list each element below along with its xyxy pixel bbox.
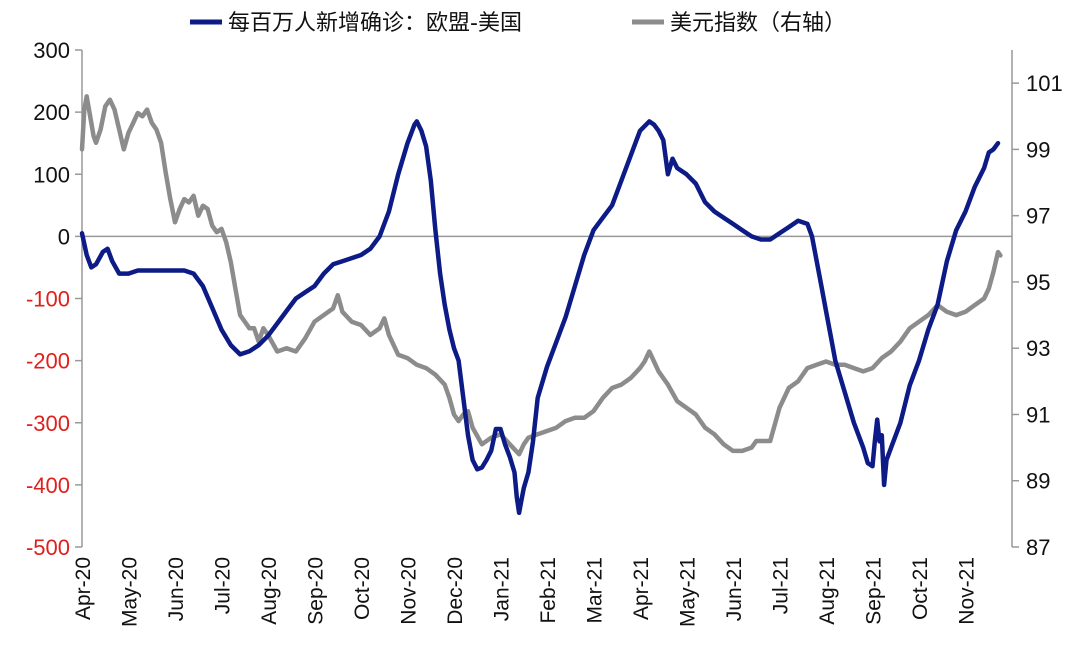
series-lines (79, 94, 1003, 516)
right-y-tick-label: 101 (1026, 71, 1063, 96)
legend-label-eu-us-cases: 每百万人新增确诊：欧盟-美国 (228, 11, 522, 36)
right-y-tick-label: 91 (1026, 402, 1050, 427)
series-line-eu-us-cases (79, 119, 1001, 516)
left-y-tick-label: 100 (33, 162, 70, 187)
left-y-tick-label: -100 (26, 287, 70, 312)
left-y-tick-label: -400 (26, 473, 70, 498)
x-axis-labels: Apr-20 May-20 Jun-20 Jul-20 Aug-20 Sep-20 Oct-… (72, 557, 979, 627)
x-tick-label: Aug-21 (816, 557, 839, 625)
right-y-tick-label: 87 (1026, 535, 1050, 560)
x-tick-label: Jun-21 (723, 557, 746, 621)
left-y-axis-labels: 300 200 100 0 -100 -200 -300 -400 -500 (26, 38, 70, 560)
x-tick-label: Mar-21 (584, 557, 607, 624)
x-tick-label: May-20 (119, 557, 142, 627)
x-tick-label: Dec-20 (444, 557, 467, 625)
left-y-tick-label: 0 (58, 224, 70, 249)
x-tick-label: Apr-21 (630, 557, 653, 620)
axes (75, 49, 1019, 548)
x-tick-label: Jul-20 (212, 557, 235, 614)
x-tick-label: Sep-20 (305, 557, 328, 625)
x-tick-label: Aug-20 (258, 557, 281, 625)
left-y-tick-label: -500 (26, 535, 70, 560)
x-tick-label: Jun-20 (165, 557, 188, 621)
x-tick-label: Apr-20 (72, 557, 95, 620)
x-tick-label: Nov-20 (398, 557, 421, 625)
legend-label-dollar-index: 美元指数（右轴） (670, 11, 846, 36)
x-tick-label: Oct-21 (909, 557, 932, 620)
right-y-tick-label: 93 (1026, 336, 1050, 361)
x-tick-label: Sep-21 (863, 557, 886, 625)
x-tick-label: Jan-21 (491, 557, 514, 621)
right-y-tick-label: 97 (1026, 204, 1050, 229)
left-y-tick-label: -300 (26, 411, 70, 436)
left-y-tick-label: 200 (33, 100, 70, 125)
legend: 每百万人新增确诊：欧盟-美国 美元指数（右轴） (190, 11, 846, 36)
x-tick-label: May-21 (677, 557, 700, 627)
right-y-axis-labels: 101 99 97 95 93 91 89 87 (1026, 71, 1063, 560)
x-tick-label: Nov-21 (956, 557, 979, 625)
x-tick-label: Feb-21 (537, 557, 560, 624)
left-y-tick-label: 300 (33, 38, 70, 63)
right-y-tick-label: 99 (1026, 137, 1050, 162)
left-y-tick-label: -200 (26, 349, 70, 374)
right-y-tick-label: 89 (1026, 469, 1050, 494)
x-tick-label: Oct-20 (351, 557, 374, 620)
series-line-dollar-index (79, 94, 1003, 457)
x-tick-label: Jul-21 (770, 557, 793, 614)
right-y-tick-label: 95 (1026, 270, 1050, 295)
